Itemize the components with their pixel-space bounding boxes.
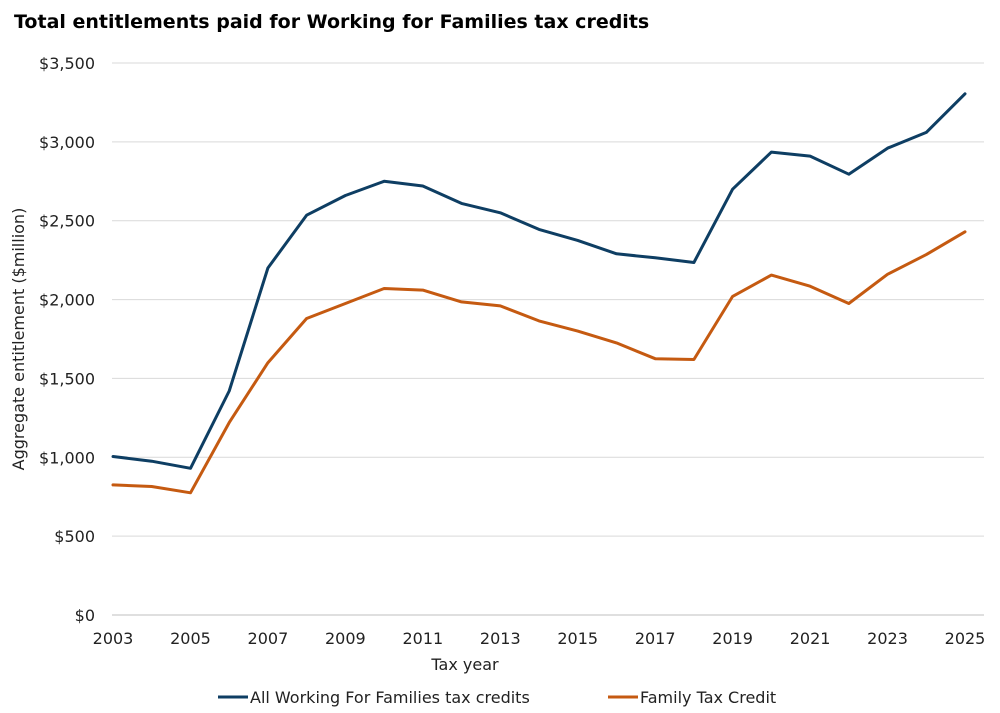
series-lines (111, 92, 967, 495)
x-tick-label: 2013 (480, 629, 521, 648)
series-line-1 (111, 92, 967, 470)
chart-title: Total entitlements paid for Working for … (14, 11, 649, 33)
x-tick-label: 2011 (402, 629, 443, 648)
x-tick-label: 2005 (170, 629, 211, 648)
x-tick-label: 2007 (248, 629, 289, 648)
x-axis-label: Tax year (430, 655, 499, 674)
x-tick-label: 2017 (635, 629, 676, 648)
legend-label-2: Family Tax Credit (640, 688, 776, 707)
y-tick-label: $3,000 (39, 133, 95, 152)
x-tick-label: 2003 (93, 629, 134, 648)
x-tick-label: 2019 (712, 629, 753, 648)
x-tick-label: 2021 (790, 629, 831, 648)
y-tick-label: $2,000 (39, 291, 95, 310)
x-tick-label: 2015 (557, 629, 598, 648)
y-tick-label: $3,500 (39, 54, 95, 73)
x-tick-label: 2025 (945, 629, 986, 648)
legend: All Working For Families tax credits Fami… (218, 688, 776, 707)
legend-label-1: All Working For Families tax credits (250, 688, 530, 707)
y-tick-label: $0 (75, 606, 95, 625)
x-tick-label: 2023 (867, 629, 908, 648)
y-tick-label: $1,500 (39, 369, 95, 388)
y-tick-label: $500 (54, 527, 95, 546)
x-tick-label: 2009 (325, 629, 366, 648)
y-tick-label: $1,000 (39, 448, 95, 467)
y-axis-ticks: $0 $500 $1,000 $1,500 $2,000 $2,500 $3,000 $3,5… (39, 54, 95, 625)
series-line-2 (111, 230, 967, 495)
y-tick-label: $2,500 (39, 212, 95, 231)
x-axis-ticks: 2003 2005 2007 2009 2011 2013 2015 2017 2019 2021… (93, 629, 986, 648)
y-axis-label: Aggregate entitlement ($million) (9, 208, 28, 471)
